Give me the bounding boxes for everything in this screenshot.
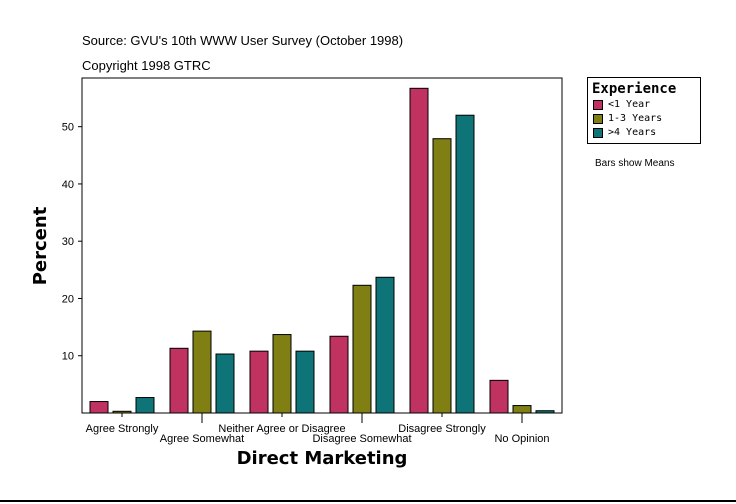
x-tick-label: No Opinion xyxy=(494,433,549,445)
bar xyxy=(489,379,509,414)
y-tick-label: 40 xyxy=(62,179,74,191)
x-tick-label: Agree Strongly xyxy=(86,423,159,435)
bar xyxy=(135,397,155,414)
y-tick-label: 20 xyxy=(62,293,74,305)
y-tick-label: 30 xyxy=(62,236,74,248)
legend-label: >4 Years xyxy=(608,127,657,138)
bar xyxy=(375,276,395,414)
bar xyxy=(329,335,349,414)
y-tick-label: 10 xyxy=(62,351,74,363)
x-tick-label: Disagree Somewhat xyxy=(312,433,411,445)
y-axis: 10 20 30 40 50 xyxy=(62,122,82,363)
bar xyxy=(249,350,269,414)
bar xyxy=(192,330,212,414)
bar xyxy=(455,114,475,414)
bar xyxy=(295,350,315,414)
copyright-line: Copyright 1998 GTRC xyxy=(82,58,211,73)
bar xyxy=(512,405,532,414)
bar xyxy=(169,347,189,414)
bar xyxy=(352,284,372,414)
x-tick-label: Neither Agree or Disagree xyxy=(218,423,345,435)
bar xyxy=(89,401,109,414)
legend-swatch xyxy=(593,128,603,138)
bar xyxy=(272,334,292,414)
x-tick-label: Agree Somewhat xyxy=(160,433,244,445)
legend-title: Experience xyxy=(592,81,677,97)
bar xyxy=(215,353,235,414)
legend-label: 1-3 Years xyxy=(608,113,663,124)
bar xyxy=(432,138,452,414)
y-tick-label: 50 xyxy=(62,122,74,134)
bar xyxy=(409,87,429,414)
plot-area xyxy=(81,77,563,414)
legend-swatch xyxy=(593,100,603,110)
legend-label: <1 Year xyxy=(608,99,651,110)
bars-note: Bars show Means xyxy=(595,158,675,169)
legend-swatch xyxy=(593,114,603,124)
source-line: Source: GVU's 10th WWW User Survey (Octo… xyxy=(82,33,404,48)
y-axis-title: Percent xyxy=(30,206,51,285)
bar xyxy=(112,410,132,414)
legend: Experience <1 Year 1-3 Years >4 Years xyxy=(587,77,701,144)
x-tick-label: Disagree Strongly xyxy=(398,423,486,435)
bar xyxy=(535,410,555,414)
x-axis-title: Direct Marketing xyxy=(237,448,408,469)
bottom-rule xyxy=(0,500,736,502)
